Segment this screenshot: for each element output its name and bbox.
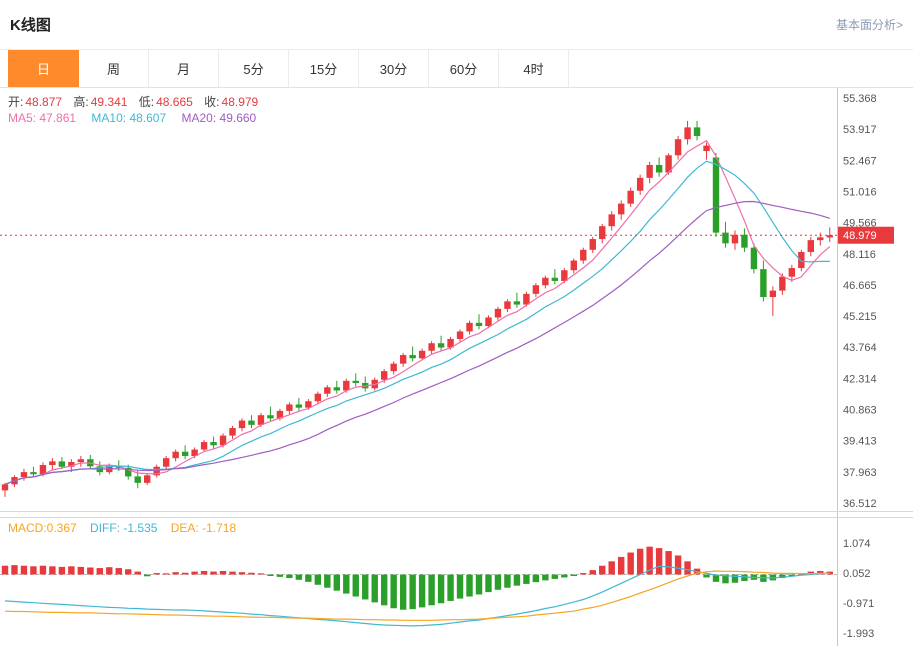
y-axis-label: 43.764: [843, 342, 877, 354]
y-axis-label: 40.863: [843, 405, 877, 417]
y-axis-label: 51.016: [843, 186, 877, 198]
kline-chart[interactable]: 55.368 53.917 52.467 51.016 49.566 48.116 46.6…: [0, 88, 913, 646]
y-axis-label: 45.215: [843, 311, 877, 323]
price-tag: 48.979: [843, 230, 877, 242]
y-axis-label: 49.566: [843, 218, 877, 230]
tab-15分[interactable]: 15分: [289, 50, 359, 87]
macd-axis-label: -0.971: [843, 598, 874, 610]
y-axis-label: 53.917: [843, 124, 877, 136]
tab-月[interactable]: 月: [149, 50, 219, 87]
chart-area: 55.368 53.917 52.467 51.016 49.566 48.116 46.6…: [0, 88, 913, 646]
tab-5分[interactable]: 5分: [219, 50, 289, 87]
macd-axis-label: 0.052: [843, 568, 871, 580]
y-axis-labels: 55.368 53.917 52.467 51.016 49.566 48.116 46.6…: [843, 93, 877, 510]
ma5-line: [4, 139, 831, 485]
y-axis-label: 39.413: [843, 436, 877, 448]
macd-histogram: [1, 546, 833, 610]
price-marker: 48.979: [0, 226, 894, 244]
y-axis-label: 52.467: [843, 155, 877, 167]
macd-axis-labels: 1.074 0.052 -0.971 -1.993: [843, 538, 874, 640]
candles-group: [1, 120, 833, 497]
tab-60分[interactable]: 60分: [429, 50, 499, 87]
chart-frame: [0, 88, 913, 646]
y-axis-label: 48.116: [843, 249, 876, 261]
diff-line: [4, 565, 830, 627]
tab-4时[interactable]: 4时: [499, 50, 569, 87]
tab-日[interactable]: 日: [8, 50, 79, 87]
tab-30分[interactable]: 30分: [359, 50, 429, 87]
y-axis-label: 36.512: [843, 498, 877, 510]
tab-周[interactable]: 周: [79, 50, 149, 87]
header: K线图 基本面分析>: [0, 0, 913, 49]
y-axis-label: 37.963: [843, 467, 877, 479]
page-title: K线图: [10, 17, 51, 34]
y-axis-label: 46.665: [843, 280, 877, 292]
y-axis-label: 55.368: [843, 93, 877, 105]
dea-line: [4, 570, 830, 621]
ma10-line: [4, 160, 830, 485]
ma20-line: [4, 200, 830, 485]
y-axis-label: 42.314: [843, 373, 877, 385]
fundamental-analysis-link[interactable]: 基本面分析>: [835, 18, 903, 32]
timeframe-tabs: 日周月 5分 15分 30分 60分 4时: [0, 49, 913, 88]
macd-axis-label: 1.074: [843, 538, 871, 550]
macd-axis-label: -1.993: [843, 628, 874, 640]
